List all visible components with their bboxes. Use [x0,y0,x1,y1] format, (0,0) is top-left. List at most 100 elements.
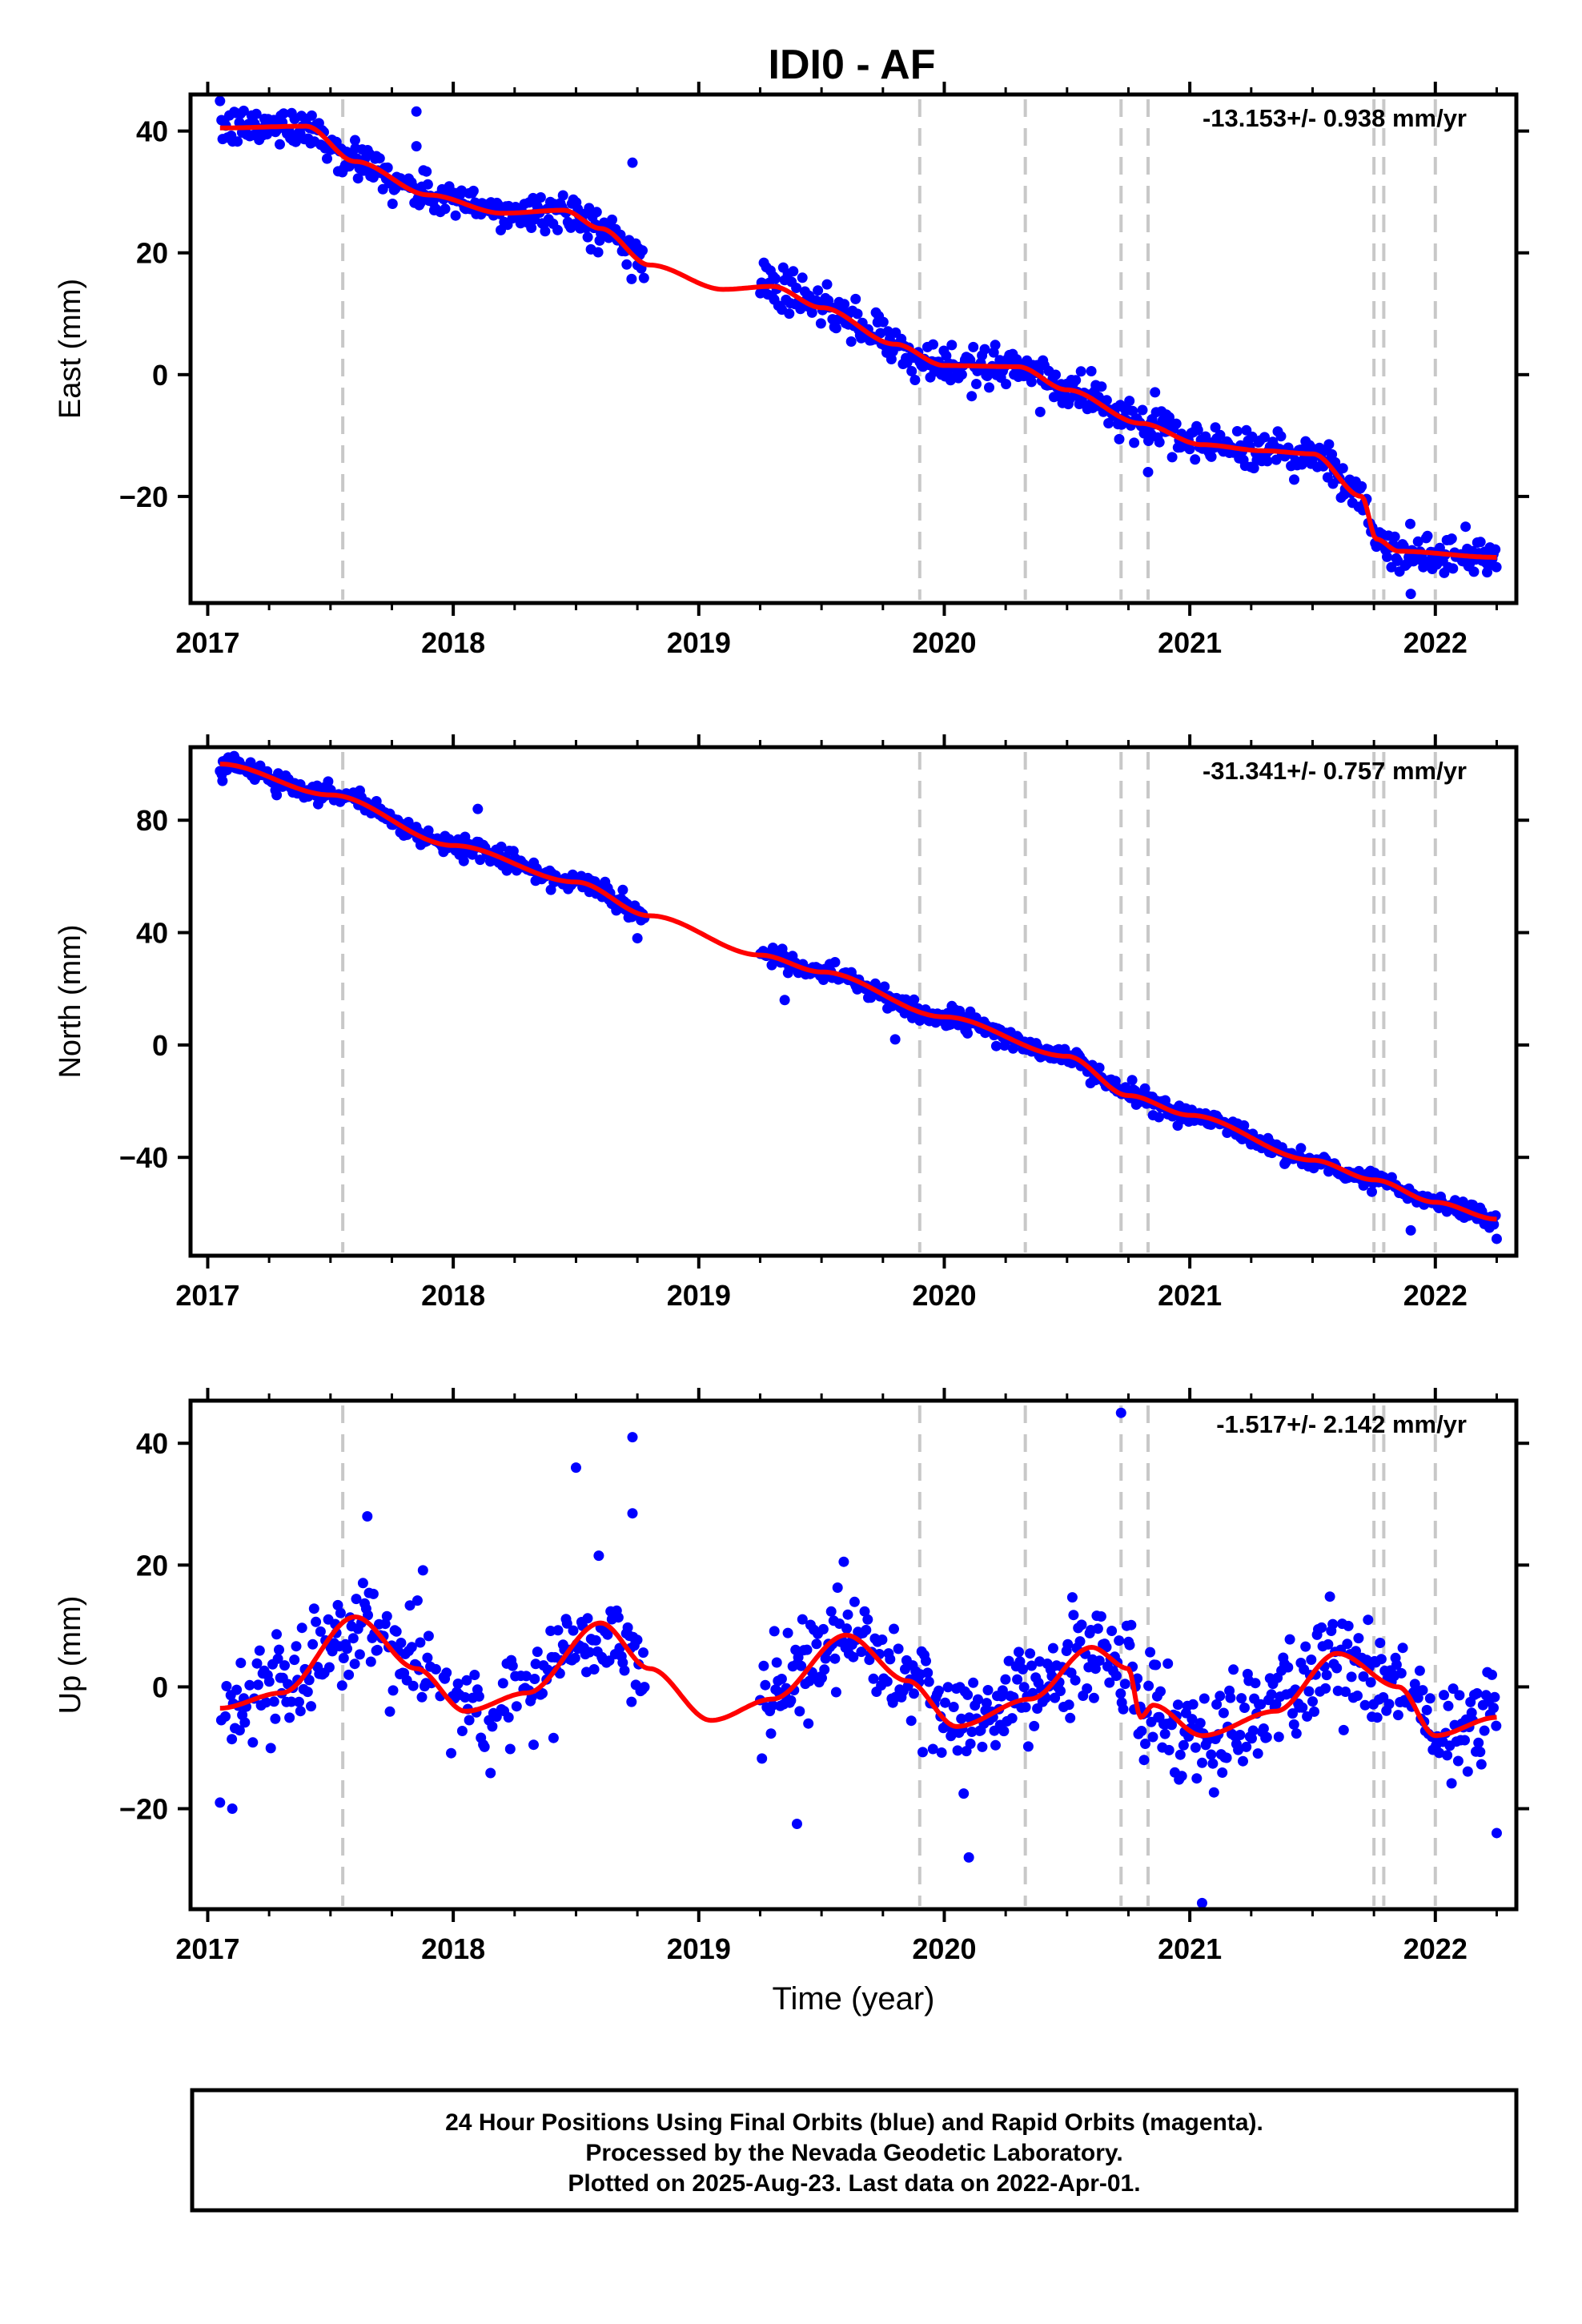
data-point [1295,1143,1307,1154]
data-point [801,1644,813,1655]
data-point [1439,1690,1449,1701]
data-point [1472,1688,1483,1699]
data-point [815,318,826,329]
data-point [1479,1725,1490,1736]
data-point [1346,1671,1357,1683]
data-point [415,1637,426,1648]
data-point [757,1753,768,1764]
data-point [234,1725,245,1736]
data-point [627,1508,638,1519]
data-point [1106,1626,1118,1636]
data-point [966,391,978,402]
data-point [1000,1674,1011,1685]
data-point [1337,463,1348,474]
x-tick-label: 2021 [1158,1932,1222,1965]
y-tick-label: 40 [136,115,168,148]
data-point [885,354,897,364]
data-point [452,1679,464,1689]
data-point [602,1629,613,1640]
data-point [472,803,484,814]
data-point [1320,1683,1331,1694]
data-point [612,1612,624,1623]
data-point [626,1696,637,1707]
data-point [909,1688,919,1699]
data-point [530,1659,541,1670]
data-point [921,1655,931,1667]
data-point [997,1685,1008,1696]
data-point [952,1745,963,1756]
data-point [1110,1671,1122,1682]
data-point [384,1706,396,1717]
y-tick-label: 20 [136,1549,168,1582]
data-point [619,1665,630,1676]
data-point [306,1701,316,1712]
data-point [782,1627,793,1638]
x-tick-label: 2018 [421,1279,485,1312]
data-point [1273,1731,1284,1743]
data-point [1375,1638,1386,1648]
data-point [1491,561,1502,573]
data-point [1434,1747,1445,1759]
data-point [548,1732,559,1743]
data-point [1001,379,1012,390]
data-point [343,1669,355,1680]
data-point [856,1647,867,1658]
data-point [1196,1897,1207,1908]
data-point [1351,1646,1361,1657]
data-point [284,1712,295,1723]
data-point [1090,1663,1101,1675]
data-point [570,1462,581,1474]
data-point [1412,536,1423,547]
data-point [1118,1703,1129,1715]
data-point [977,1741,988,1752]
data-point [1327,1618,1339,1630]
data-point [391,1626,402,1637]
data-point [881,1676,893,1687]
y-tick-label: 0 [152,1029,168,1062]
data-point [1405,1224,1416,1236]
data-point [461,1675,472,1686]
data-point [1247,1725,1259,1736]
data-point [349,135,360,146]
data-point [1114,1635,1125,1647]
data-point [268,1696,279,1707]
data-point [637,245,648,256]
data-point [622,1622,633,1633]
data-point [416,1691,428,1703]
data-point [817,1672,827,1683]
data-point [1094,1062,1105,1073]
data-point [1050,369,1061,380]
x-axis-label: Time (year) [773,1981,935,2016]
data-point [252,1679,263,1691]
data-point [1139,1083,1150,1094]
data-point [1191,1773,1203,1784]
data-point [217,775,228,786]
x-tick-label: 2017 [175,626,239,659]
data-point [460,1692,471,1703]
data-point [968,341,979,352]
data-point [227,1734,238,1745]
data-point [545,1626,556,1636]
data-point [1187,1699,1199,1710]
data-point [627,1432,638,1443]
x-tick-label: 2019 [667,1932,731,1965]
data-point [1386,561,1397,573]
data-point [1422,530,1433,541]
data-point [338,1653,349,1663]
data-point [830,323,841,334]
data-point [381,1610,392,1622]
data-point [956,369,967,380]
data-point [958,1788,970,1799]
x-tick-label: 2017 [175,1279,239,1312]
data-point [1489,1691,1500,1703]
data-point [222,765,233,775]
data-point [1190,454,1201,465]
data-point [1316,1622,1327,1633]
data-point [1026,1660,1037,1671]
data-point [307,1638,319,1650]
data-point [607,214,617,225]
data-point [760,1679,771,1691]
data-point [1261,1731,1272,1743]
x-tick-label: 2018 [421,626,485,659]
